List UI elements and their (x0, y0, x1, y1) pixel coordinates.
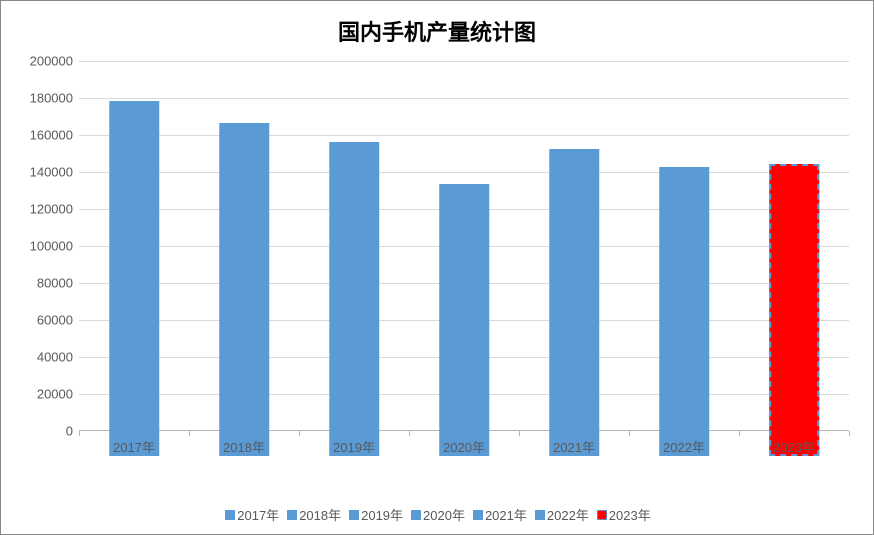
chart-container: 国内手机产量统计图 020000400006000080000100000120… (0, 0, 874, 535)
x-axis-label: 2023年 (739, 437, 849, 456)
x-tick (849, 431, 850, 436)
bar (329, 142, 379, 457)
bar-slot (79, 86, 189, 456)
x-tick (79, 431, 80, 436)
legend-swatch (349, 510, 359, 520)
bar-slot (629, 86, 739, 456)
y-axis-label: 160000 (3, 128, 73, 143)
bar-slot (739, 86, 849, 456)
y-axis-label: 200000 (3, 54, 73, 69)
legend-item: 2017年 (223, 505, 281, 524)
y-axis-label: 120000 (3, 202, 73, 217)
legend-swatch (411, 510, 421, 520)
x-tick (629, 431, 630, 436)
legend-item: 2021年 (471, 505, 529, 524)
bar (659, 167, 709, 456)
legend-item: 2018年 (285, 505, 343, 524)
x-tick (189, 431, 190, 436)
legend-label: 2017年 (237, 505, 279, 524)
y-axis-label: 140000 (3, 165, 73, 180)
y-axis-label: 100000 (3, 239, 73, 254)
y-axis-label: 80000 (3, 276, 73, 291)
x-tick (299, 431, 300, 436)
bar-slot (299, 86, 409, 456)
gridline (79, 61, 849, 62)
x-tick (739, 431, 740, 436)
bar-slot (189, 86, 299, 456)
x-tick (519, 431, 520, 436)
bar (549, 149, 599, 456)
x-axis-label: 2021年 (519, 437, 629, 456)
x-axis-label: 2017年 (79, 437, 189, 456)
legend-label: 2022年 (547, 505, 589, 524)
bar-slot (409, 86, 519, 456)
x-axis-label: 2019年 (299, 437, 409, 456)
legend-item: 2022年 (533, 505, 591, 524)
legend-swatch (473, 510, 483, 520)
legend-label: 2023年 (609, 505, 651, 524)
x-tick (409, 431, 410, 436)
legend-swatch (535, 510, 545, 520)
legend: 2017年 2018年 2019年 2020年 2021年 2022年 2023年 (1, 505, 874, 524)
x-axis-label: 2022年 (629, 437, 739, 456)
y-axis-label: 20000 (3, 387, 73, 402)
bar (439, 184, 489, 456)
legend-label: 2018年 (299, 505, 341, 524)
plot-area: 0200004000060000800001000001200001400001… (79, 61, 849, 456)
legend-item: 2019年 (347, 505, 405, 524)
y-axis-label: 40000 (3, 350, 73, 365)
legend-label: 2020年 (423, 505, 465, 524)
x-axis-label: 2020年 (409, 437, 519, 456)
legend-label: 2021年 (485, 505, 527, 524)
bar (109, 101, 159, 456)
y-axis-label: 0 (3, 424, 73, 439)
x-axis-label: 2018年 (189, 437, 299, 456)
legend-item: 2020年 (409, 505, 467, 524)
bar-slot (519, 86, 629, 456)
legend-swatch (225, 510, 235, 520)
bar (219, 123, 269, 456)
y-axis-label: 180000 (3, 91, 73, 106)
bar (769, 164, 819, 456)
chart-title: 国内手机产量统计图 (1, 1, 873, 53)
legend-label: 2019年 (361, 505, 403, 524)
legend-item: 2023年 (595, 505, 653, 524)
y-axis-label: 60000 (3, 313, 73, 328)
legend-swatch (287, 510, 297, 520)
legend-swatch (597, 510, 607, 520)
